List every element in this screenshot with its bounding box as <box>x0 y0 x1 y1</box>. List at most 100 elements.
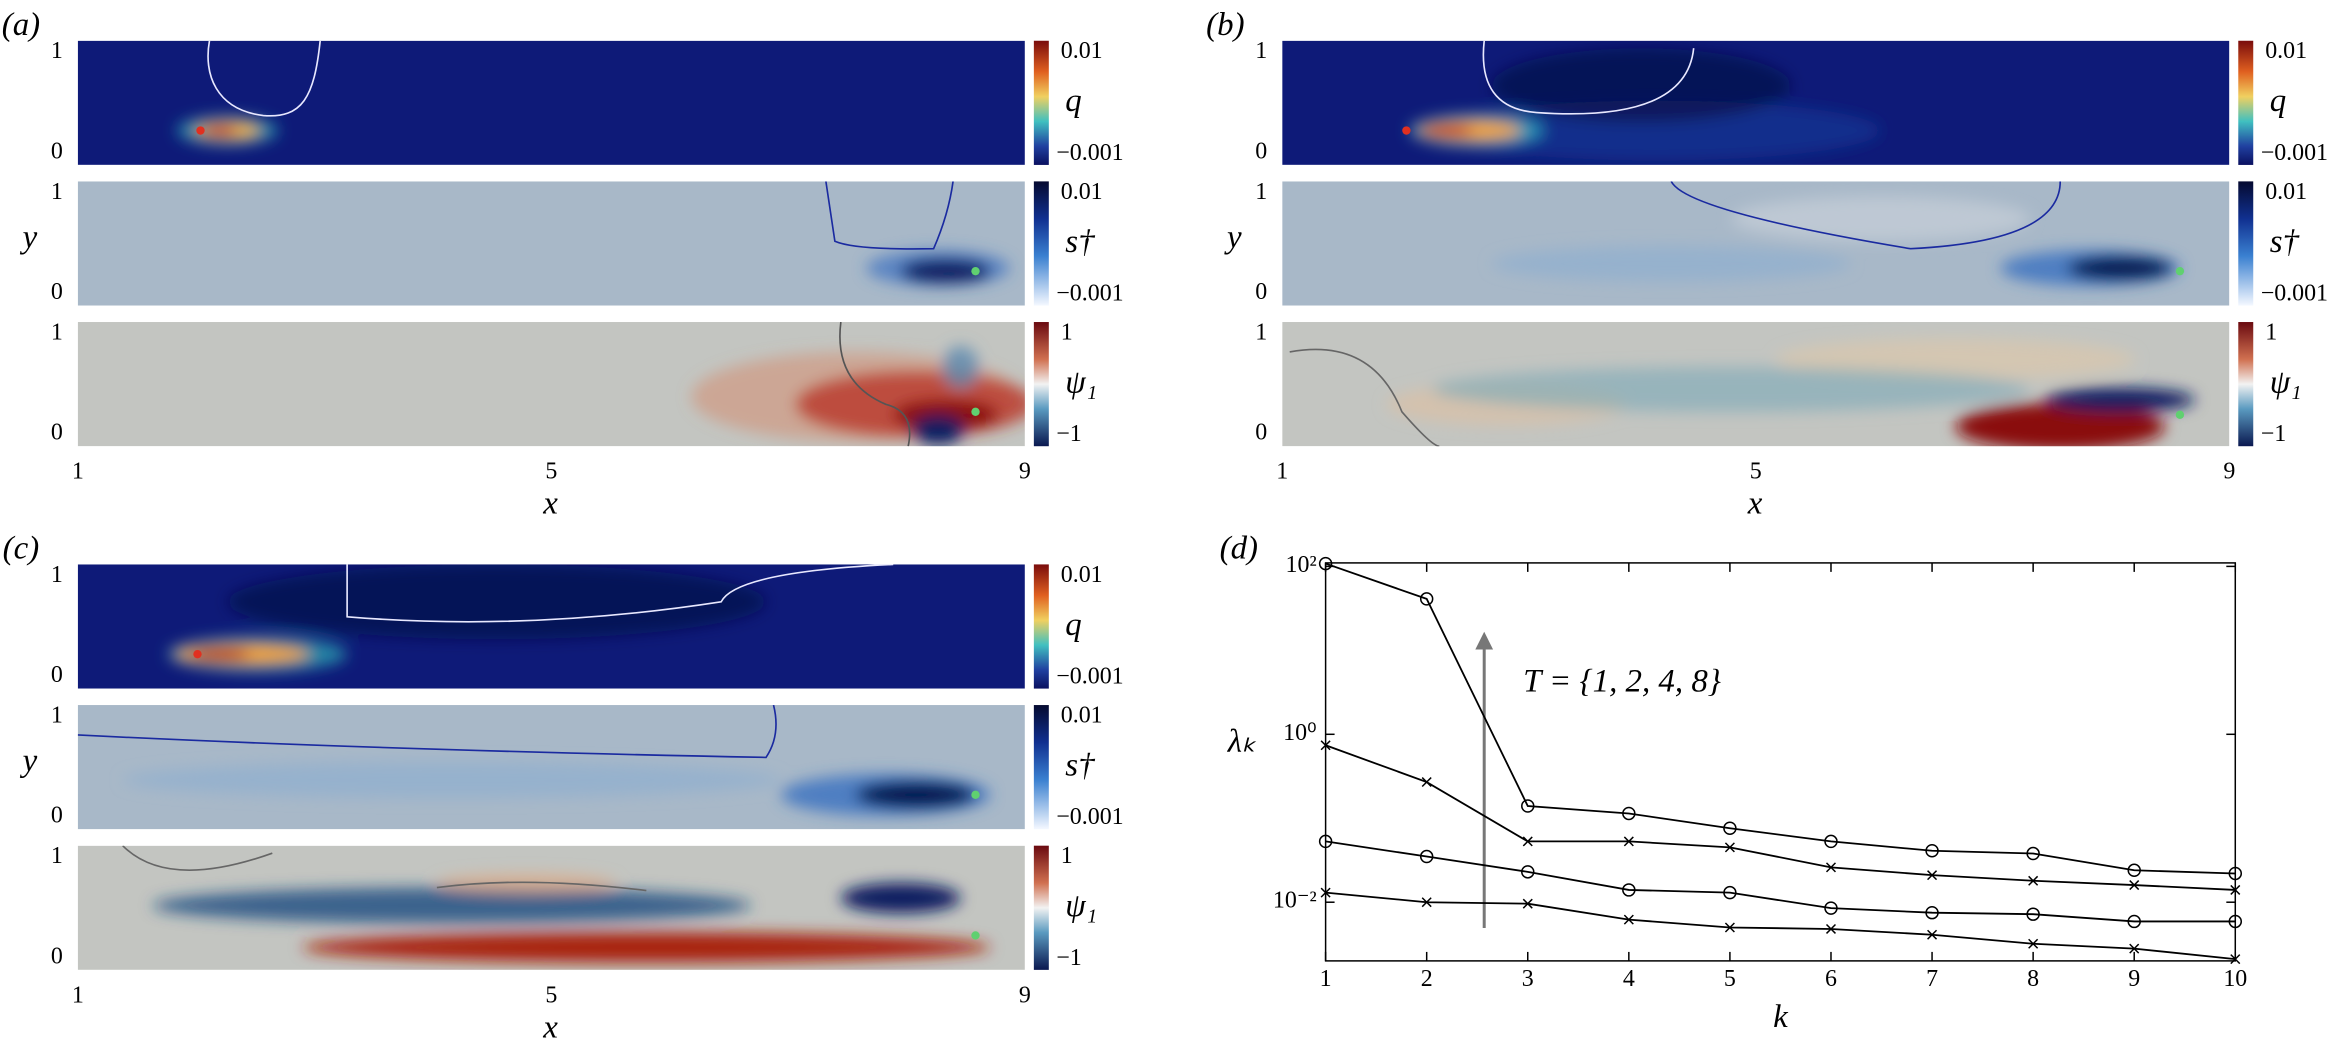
marker <box>2230 884 2241 895</box>
colorbar-tick-label: −0.001 <box>2261 281 2328 307</box>
y-tick-label: 1 <box>51 179 63 205</box>
field-feature <box>1491 245 1851 282</box>
series-line <box>1325 891 2236 961</box>
colorbar-tick-label: −0.001 <box>2261 140 2328 166</box>
marker <box>1927 870 1938 881</box>
colorbar-label: q <box>2270 83 2286 119</box>
field-feature <box>201 124 238 137</box>
y-tick-label: 0 <box>51 943 63 969</box>
field-feature <box>122 761 782 798</box>
marker <box>1521 865 1535 879</box>
x-tick-label: 10 <box>2223 966 2247 992</box>
contour-line <box>839 322 911 447</box>
colorbar-tick-label: 1 <box>2265 319 2277 345</box>
x-tick-label: 5 <box>545 459 557 485</box>
marker <box>2129 943 2140 954</box>
marker <box>1318 556 1333 571</box>
colorbar-tick-label: −0.001 <box>1056 281 1123 307</box>
colorbar-tick-label: 1 <box>1061 319 1073 345</box>
marker <box>1622 883 1636 897</box>
field-map <box>77 322 1025 447</box>
field-feature <box>1431 366 2031 412</box>
colorbar <box>1033 322 1049 447</box>
field-map <box>1282 181 2230 306</box>
marker <box>2028 938 2039 949</box>
y-tick-label: 1 <box>51 843 63 869</box>
y-tick-label: 0 <box>51 662 63 688</box>
field-background <box>77 40 1025 165</box>
colorbar <box>1033 705 1049 830</box>
x-tick-label: 9 <box>1019 982 1031 1008</box>
colorbar-tick-label: 0.01 <box>1061 38 1103 64</box>
panel-label: (d) <box>1220 530 1258 566</box>
marker <box>1521 799 1535 813</box>
probe-point <box>971 931 980 940</box>
field-feature <box>900 259 991 284</box>
marker <box>2129 880 2140 891</box>
panel-label: (b) <box>1206 7 1244 43</box>
marker <box>1421 777 1432 788</box>
colorbar-label: q <box>1065 607 1081 643</box>
y-tick-label: 0 <box>1255 138 1267 164</box>
contour-line <box>1482 40 1695 115</box>
x-tick-label: 9 <box>2128 966 2140 992</box>
x-axis-label: x <box>542 1009 558 1045</box>
field-features <box>1409 48 1881 161</box>
contour-line <box>346 564 894 623</box>
colorbar-tick-label: 0.01 <box>1061 562 1103 588</box>
marker <box>2228 914 2243 929</box>
y-tick-label: 0 <box>51 279 63 305</box>
field-feature <box>227 564 767 640</box>
marker <box>1724 922 1735 933</box>
x-tick-label: 1 <box>72 459 84 485</box>
colorbar-tick-label: 0.01 <box>1061 179 1103 205</box>
x-tick-label: 1 <box>1320 966 1332 992</box>
plot-frame <box>1324 562 2237 962</box>
y-tick-label: 1 <box>1255 38 1267 64</box>
marker <box>1723 821 1737 835</box>
colorbar-tick-label: 0.01 <box>1061 703 1103 729</box>
colorbar-label: s† <box>1065 747 1096 783</box>
field-features <box>691 345 1025 445</box>
marker <box>1723 885 1737 900</box>
colorbar-label: ψ₁ <box>1065 888 1097 924</box>
x-tick-label: 1 <box>1276 459 1288 485</box>
field-feature <box>190 648 250 661</box>
y-tick-label: 0 <box>1255 279 1267 305</box>
field-feature <box>2067 256 2173 281</box>
probe-point <box>971 266 980 276</box>
field-map <box>77 845 1025 970</box>
y-axis-label: y <box>20 219 38 255</box>
marker <box>1622 806 1636 821</box>
colorbar-tick-label: 0.01 <box>2265 38 2307 64</box>
field-map <box>77 564 1025 689</box>
marker <box>1522 836 1533 847</box>
x-tick-label: 5 <box>1750 459 1762 485</box>
series-line <box>1325 562 2236 875</box>
colorbar <box>1033 845 1049 970</box>
marker <box>1925 905 1939 920</box>
x-tick-label: 8 <box>2027 966 2039 992</box>
colorbar-label: q <box>1065 83 1081 119</box>
field-feature <box>840 883 961 914</box>
y-tick-label: 1 <box>51 38 63 64</box>
contour-line <box>825 181 954 250</box>
contour-line <box>1670 181 2062 250</box>
marker <box>1320 740 1331 751</box>
marker <box>2228 866 2243 881</box>
field-features <box>167 564 767 673</box>
marker <box>1825 862 1837 873</box>
marker <box>1623 836 1634 847</box>
marker <box>2230 954 2241 965</box>
marker <box>1419 592 1434 606</box>
y-tick-label: 1 <box>51 562 63 588</box>
colorbar <box>2238 322 2254 447</box>
x-tick-label: 1 <box>72 982 84 1008</box>
y-tick-label: 0 <box>51 138 63 164</box>
marker <box>1421 897 1432 908</box>
x-axis-label: k <box>1773 999 1789 1035</box>
marker <box>2127 914 2141 929</box>
field-feature <box>2045 387 2195 412</box>
y-tick-label: 1 <box>1255 179 1267 205</box>
x-tick-label: 3 <box>1522 966 1534 992</box>
